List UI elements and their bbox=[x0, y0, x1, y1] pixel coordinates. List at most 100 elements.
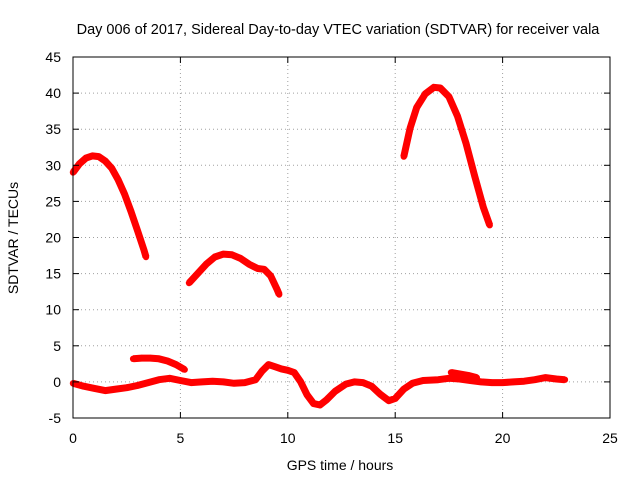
x-tick-label: 15 bbox=[387, 430, 403, 446]
data-point bbox=[265, 361, 272, 368]
series-line bbox=[400, 83, 493, 227]
data-point bbox=[407, 124, 414, 131]
data-point bbox=[102, 157, 109, 165]
data-point bbox=[252, 376, 259, 383]
y-tick-label: 45 bbox=[45, 49, 61, 65]
data-point bbox=[123, 384, 130, 391]
series-arc-2 bbox=[185, 250, 283, 298]
data-point bbox=[542, 374, 549, 381]
y-tick-label: 25 bbox=[45, 193, 61, 209]
y-tick-label: 10 bbox=[45, 302, 61, 318]
y-tick-label: 0 bbox=[53, 374, 61, 390]
data-point bbox=[177, 377, 184, 384]
y-tick-label: 20 bbox=[45, 230, 61, 246]
data-point bbox=[185, 279, 193, 287]
data-point bbox=[278, 365, 285, 373]
chart-title: Day 006 of 2017, Sidereal Day-to-day VTE… bbox=[77, 22, 601, 38]
data-point bbox=[102, 387, 109, 394]
data-point bbox=[166, 375, 173, 382]
data-point bbox=[91, 385, 98, 392]
x-tick-label: 10 bbox=[280, 430, 296, 446]
data-point bbox=[211, 253, 218, 261]
data-point bbox=[245, 261, 253, 268]
data-point bbox=[276, 291, 283, 298]
data-point bbox=[437, 84, 444, 92]
series-arc-1 bbox=[69, 152, 150, 261]
data-point bbox=[400, 153, 407, 160]
data-point bbox=[129, 355, 137, 362]
data-point bbox=[486, 222, 493, 229]
data-point bbox=[392, 395, 399, 402]
data-point bbox=[114, 176, 122, 183]
data-point bbox=[155, 376, 163, 383]
data-point bbox=[359, 379, 367, 386]
data-point bbox=[499, 379, 506, 386]
data-point bbox=[172, 361, 180, 368]
data-point bbox=[273, 286, 281, 293]
series-line bbox=[186, 250, 283, 296]
data-point bbox=[342, 380, 349, 388]
y-tick-label: 35 bbox=[45, 121, 61, 137]
y-tick-label: 5 bbox=[53, 338, 61, 354]
data-point bbox=[400, 385, 407, 393]
data-point bbox=[145, 379, 152, 386]
data-point bbox=[531, 376, 538, 383]
x-tick-label: 5 bbox=[177, 430, 185, 446]
data-point bbox=[134, 227, 141, 234]
data-point bbox=[220, 378, 227, 386]
data-point bbox=[258, 367, 266, 375]
data-point bbox=[147, 354, 154, 362]
series-arc-3 bbox=[400, 83, 493, 229]
data-point bbox=[267, 272, 274, 279]
data-point bbox=[445, 93, 453, 100]
data-point bbox=[194, 270, 201, 277]
data-point bbox=[561, 376, 569, 383]
data-point bbox=[121, 191, 128, 198]
data-point bbox=[331, 388, 339, 395]
data-point bbox=[488, 379, 496, 386]
x-tick-label: 20 bbox=[495, 430, 511, 446]
data-point bbox=[316, 401, 324, 409]
data-point bbox=[297, 378, 304, 386]
data-point bbox=[76, 160, 83, 168]
data-point bbox=[80, 383, 87, 390]
series-line bbox=[70, 152, 150, 258]
axes: 0 5 10 15 20 25 -5 0 5 10 15 20 25 30 35 40 45 bbox=[45, 49, 618, 446]
data-point bbox=[310, 400, 317, 407]
data-point bbox=[465, 372, 472, 379]
data-point bbox=[108, 165, 115, 172]
data-point bbox=[520, 378, 528, 385]
data-point bbox=[447, 369, 455, 376]
data-point bbox=[419, 377, 427, 384]
data-point bbox=[203, 261, 210, 268]
data-point bbox=[112, 385, 120, 393]
data-point bbox=[462, 140, 470, 147]
x-tick-label: 25 bbox=[602, 430, 618, 446]
data-point bbox=[480, 204, 487, 211]
data-point bbox=[241, 379, 248, 386]
data-point bbox=[95, 153, 103, 160]
data-point bbox=[368, 383, 375, 390]
data-point bbox=[127, 208, 135, 215]
series-arc-5 bbox=[129, 354, 188, 373]
y-tick-label: 30 bbox=[45, 157, 61, 173]
data-point bbox=[134, 382, 141, 389]
data-point bbox=[209, 378, 216, 385]
data-point bbox=[456, 370, 463, 378]
data-point bbox=[553, 375, 560, 383]
data-point bbox=[284, 367, 291, 374]
data-point bbox=[473, 374, 480, 381]
data-point bbox=[435, 376, 442, 383]
series-layer bbox=[69, 83, 569, 409]
data-point bbox=[471, 172, 478, 180]
data-point bbox=[187, 379, 195, 386]
y-tick-label: 15 bbox=[45, 266, 61, 282]
data-point bbox=[89, 152, 96, 160]
data-point bbox=[138, 354, 145, 362]
data-point bbox=[430, 84, 438, 91]
data-point bbox=[377, 391, 384, 398]
data-point bbox=[422, 90, 429, 98]
series-arc-4 bbox=[69, 361, 569, 409]
data-point bbox=[181, 366, 188, 373]
data-point bbox=[228, 251, 236, 258]
